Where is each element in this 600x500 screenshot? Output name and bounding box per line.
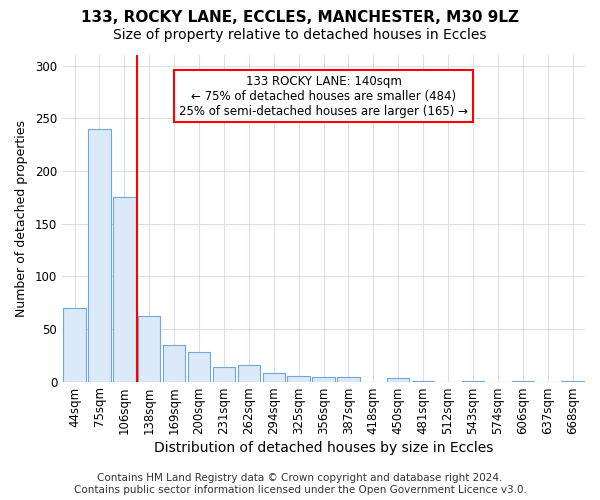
Bar	[512, 380, 534, 382]
Bar	[287, 376, 310, 382]
Text: Size of property relative to detached houses in Eccles: Size of property relative to detached ho…	[113, 28, 487, 42]
X-axis label: Distribution of detached houses by size in Eccles: Distribution of detached houses by size …	[154, 441, 493, 455]
Bar	[313, 378, 335, 382]
Text: Contains HM Land Registry data © Crown copyright and database right 2024.
Contai: Contains HM Land Registry data © Crown c…	[74, 474, 526, 495]
Bar	[88, 128, 110, 382]
Text: 133 ROCKY LANE: 140sqm
← 75% of detached houses are smaller (484)
25% of semi-de: 133 ROCKY LANE: 140sqm ← 75% of detached…	[179, 74, 468, 118]
Bar	[188, 352, 210, 382]
Bar	[64, 308, 86, 382]
Bar	[113, 197, 136, 382]
Bar	[562, 380, 584, 382]
Text: 133, ROCKY LANE, ECCLES, MANCHESTER, M30 9LZ: 133, ROCKY LANE, ECCLES, MANCHESTER, M30…	[81, 10, 519, 25]
Bar	[412, 380, 434, 382]
Bar	[163, 344, 185, 382]
Bar	[238, 364, 260, 382]
Y-axis label: Number of detached properties: Number of detached properties	[15, 120, 28, 317]
Bar	[138, 316, 160, 382]
Bar	[337, 378, 359, 382]
Bar	[213, 367, 235, 382]
Bar	[263, 373, 285, 382]
Bar	[387, 378, 409, 382]
Bar	[462, 380, 484, 382]
